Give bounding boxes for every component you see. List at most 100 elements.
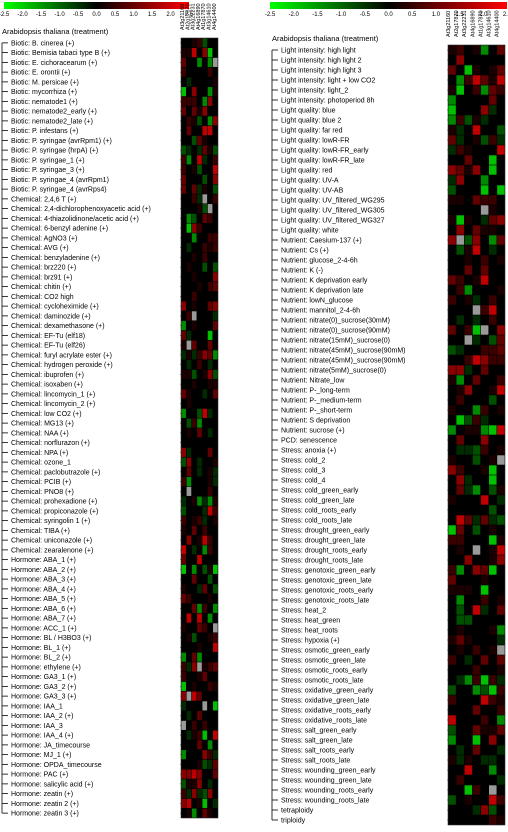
heatmap-cell: [197, 165, 202, 175]
heatmap-cell: [497, 805, 505, 815]
row-label: Stress: salt_green_late: [281, 737, 353, 744]
row-label: Stress: wounding_roots_late: [281, 797, 369, 804]
heatmap-cell: [489, 695, 497, 705]
heatmap-cell: [464, 785, 473, 795]
heatmap-cell: [191, 779, 197, 789]
colorbar-tick-label: -1.5: [312, 12, 323, 18]
heatmap-cell: [497, 215, 505, 225]
heatmap-cell: [181, 262, 186, 272]
heatmap-cell: [472, 555, 481, 565]
heatmap-cell: [497, 395, 505, 405]
heatmap-cell: [202, 252, 208, 262]
row-label: Hormone: ABA_5 (+): [11, 596, 76, 603]
heatmap-cell: [202, 243, 208, 253]
heatmap-cell: [456, 545, 464, 555]
heatmap-cell: [472, 665, 481, 675]
heatmap-cell: [202, 691, 208, 701]
heatmap-cell: [186, 389, 192, 399]
heatmap-cell: [181, 272, 186, 282]
heatmap-cell: [213, 291, 218, 301]
heatmap-cell: [480, 495, 489, 505]
heatmap-cell: [472, 395, 481, 405]
heatmap-cell: [186, 711, 192, 721]
heatmap-cell: [186, 272, 192, 282]
heatmap-cell: [464, 535, 473, 545]
heatmap-cell: [202, 438, 208, 448]
heatmap-cell: [186, 574, 192, 584]
row-label: Chemical: PNO8 (+): [11, 489, 74, 496]
heatmap-cell: [480, 65, 489, 75]
heatmap-cell: [197, 57, 202, 67]
heatmap-cell: [456, 315, 464, 325]
heatmap-cell: [207, 759, 213, 769]
heatmap-cell: [489, 765, 497, 775]
heatmap-cell: [213, 438, 218, 448]
heatmap-cell: [472, 55, 481, 65]
heatmap-cell: [213, 282, 218, 292]
heatmap-cell: [489, 165, 497, 175]
heatmap-cell: [213, 145, 218, 155]
row-label: Chemical: hydrogen peroxide (+): [11, 362, 113, 369]
heatmap-cell: [489, 175, 497, 185]
heatmap-cell: [181, 730, 186, 740]
heatmap-cell: [186, 96, 192, 106]
heatmap-cell: [497, 475, 505, 485]
row-label: Light intensity: photoperiod 8h: [281, 97, 375, 104]
heatmap-cell: [181, 594, 186, 604]
heatmap-cell: [202, 759, 208, 769]
heatmap-cell: [202, 330, 208, 340]
row-label: Light intensity: light + low CO2: [281, 77, 375, 84]
heatmap-cell: [197, 184, 202, 194]
heatmap-cell: [464, 445, 473, 455]
heatmap-cell: [181, 438, 186, 448]
heatmap-cell: [472, 345, 481, 355]
heatmap-cell: [202, 750, 208, 760]
heatmap-cell: [480, 795, 489, 805]
heatmap-cell: [456, 785, 464, 795]
row-label: Stress: cold_2: [281, 457, 325, 464]
heatmap-cell: [202, 291, 208, 301]
heatmap-cell: [489, 225, 497, 235]
column-header: At4g14400: [495, 10, 501, 37]
row-label: Biotic: P. syringae_3 (+): [11, 167, 85, 174]
heatmap-cell: [186, 428, 192, 438]
heatmap-cell: [197, 360, 202, 370]
heatmap-cell: [489, 715, 497, 725]
heatmap-cell: [191, 642, 197, 652]
heatmap-cell: [186, 116, 192, 126]
heatmap-cell: [213, 798, 218, 808]
heatmap-cell: [497, 575, 505, 585]
row-label: Hormone: ABA_6 (+): [11, 606, 76, 613]
heatmap-cell: [213, 535, 218, 545]
heatmap-cell: [186, 399, 192, 409]
heatmap-cell: [207, 87, 213, 97]
heatmap-cell: [497, 105, 505, 115]
row-label: triploidy: [281, 817, 306, 824]
heatmap-cell: [207, 243, 213, 253]
row-label: Stress: oxidative_roots_early: [281, 707, 371, 714]
heatmap-cell: [191, 126, 197, 136]
heatmap-cell: [480, 535, 489, 545]
heatmap-cell: [464, 185, 473, 195]
heatmap-cell: [186, 496, 192, 506]
heatmap-cell: [207, 457, 213, 467]
heatmap-cell: [191, 691, 197, 701]
heatmap-cell: [197, 672, 202, 682]
heatmap-cell: [489, 335, 497, 345]
heatmap-cell: [497, 555, 505, 565]
heatmap-panel-left: -2.5 -2.0 -1.5 -1.0 -0.5 0.0 0.5 1.0 1.5 2.0 2.5 Ar…: [0, 2, 219, 819]
heatmap-cell: [191, 350, 197, 360]
heatmap-cell: [464, 205, 473, 215]
heatmap-cell: [464, 145, 473, 155]
heatmap-cell: [197, 633, 202, 643]
heatmap-cell: [213, 174, 218, 184]
heatmap-cell: [213, 594, 218, 604]
heatmap-cell: [181, 106, 186, 116]
row-label: Biotic: E. cichoracearum (+): [11, 60, 97, 67]
heatmap-cell: [202, 87, 208, 97]
heatmap-cell: [448, 615, 456, 625]
row-label: Light quality: UV-AB: [281, 187, 344, 194]
heatmap-cell: [489, 815, 497, 825]
heatmap-cell: [472, 165, 481, 175]
heatmap-cell: [489, 725, 497, 735]
